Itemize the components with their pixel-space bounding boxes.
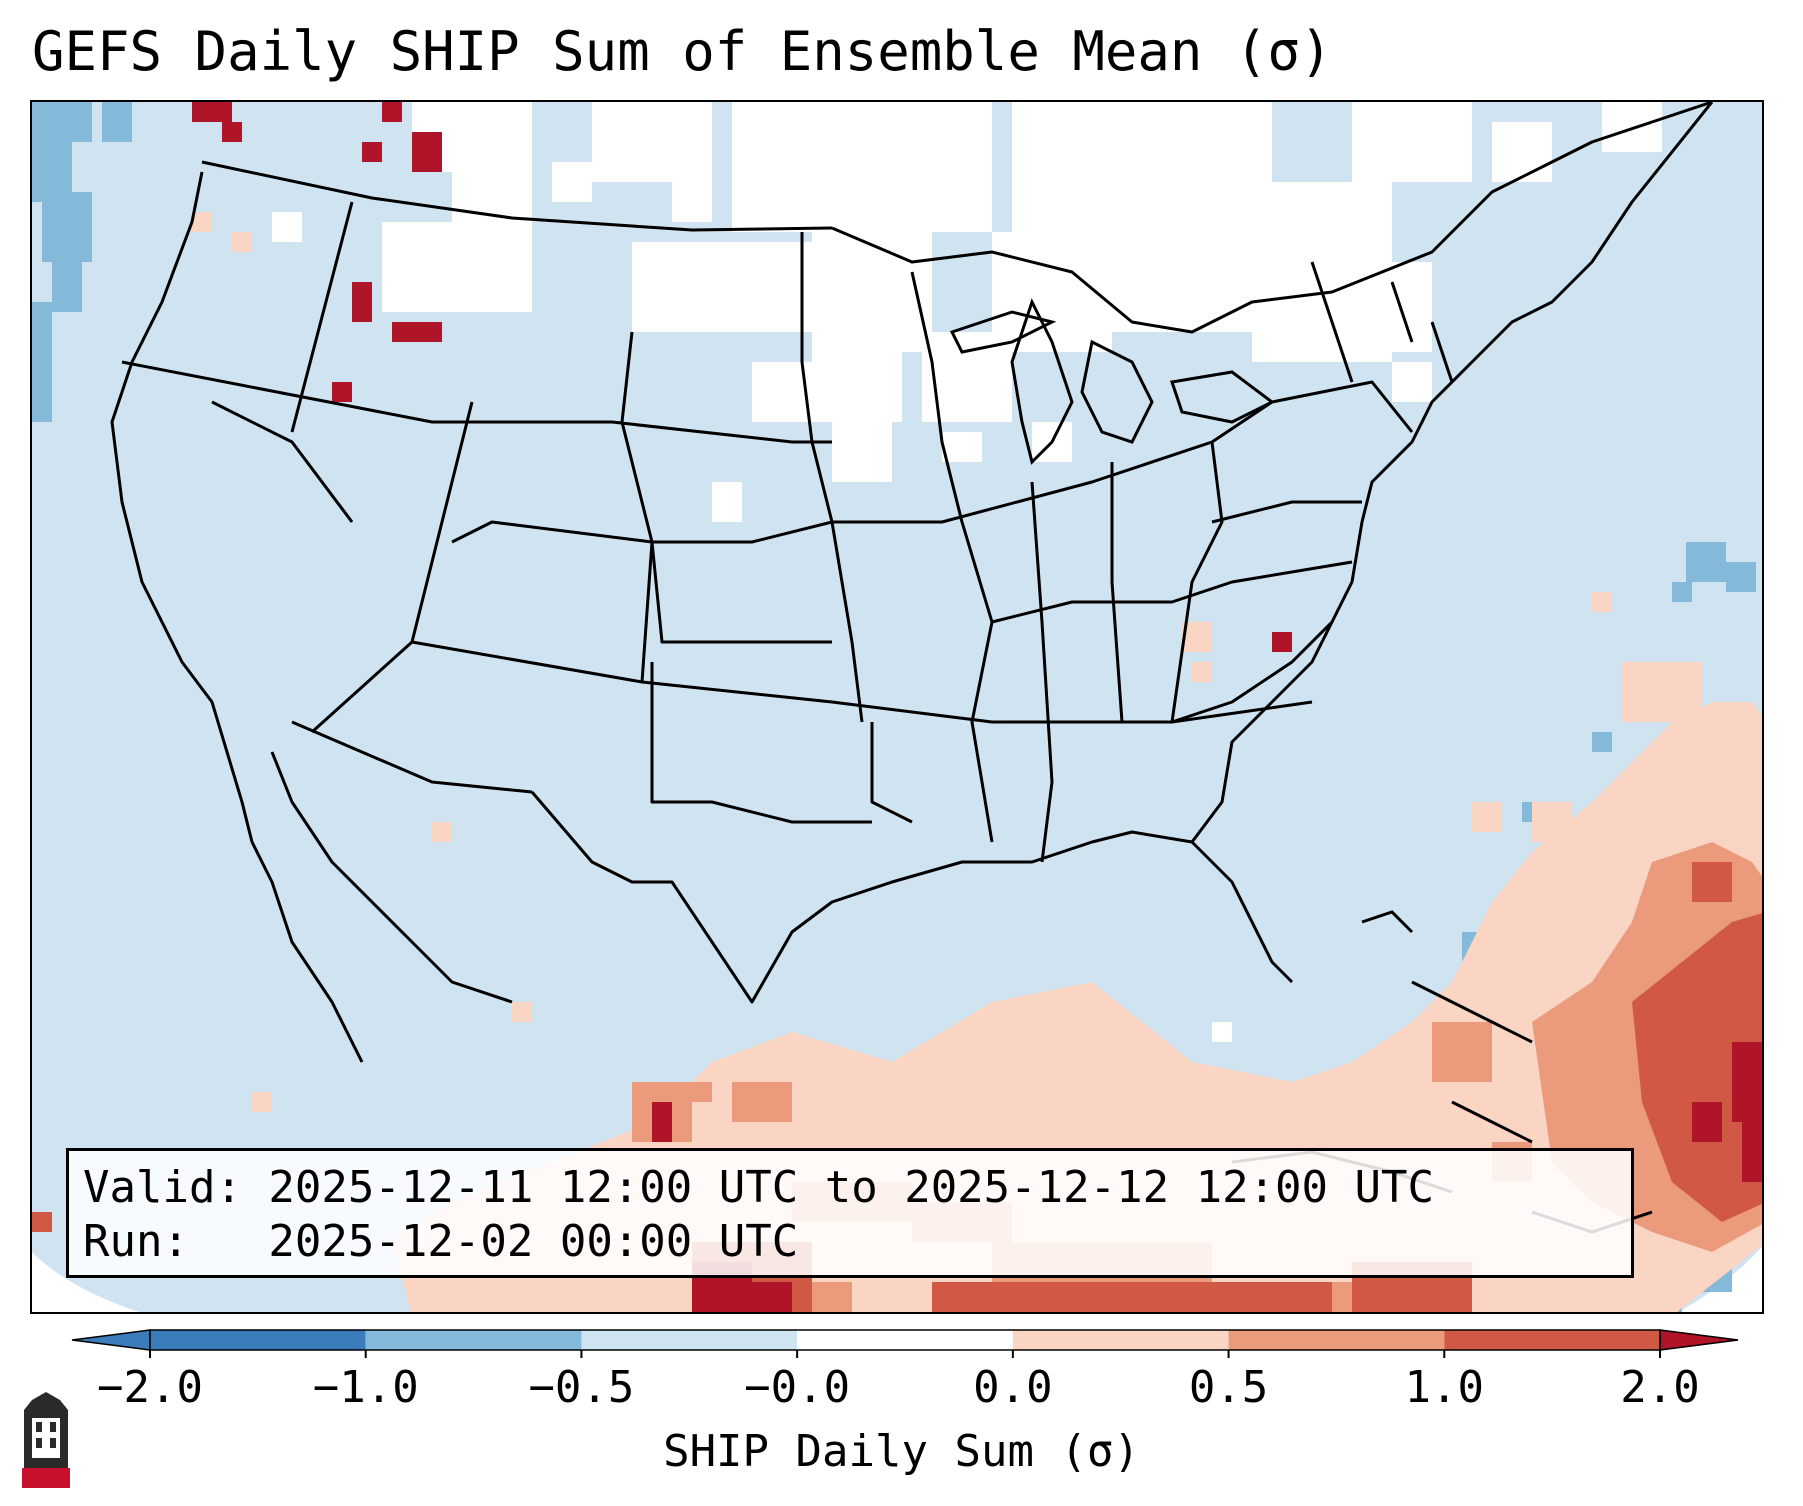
niu-logo-icon (22, 1392, 70, 1488)
colorbar-segment (797, 1330, 1013, 1350)
colorbar-tick-label: −0.5 (528, 1362, 635, 1413)
valid-time-text: Valid: 2025-12-11 12:00 UTC to 2025-12-1… (83, 1162, 1435, 1213)
map-canvas (32, 102, 1762, 1312)
colorbar (71, 1329, 1739, 1358)
colorbar-tick-label: 0.0 (973, 1362, 1053, 1413)
coastline-and-borders (110, 102, 1714, 1063)
colorbar-segments (71, 1329, 1739, 1351)
run-time-text: Run: 2025-12-02 00:00 UTC (83, 1216, 799, 1267)
colorbar-tick-label: 1.0 (1404, 1362, 1485, 1413)
map-title: GEFS Daily SHIP Sum of Ensemble Mean (σ) (32, 20, 1333, 83)
colorbar-segment (1228, 1330, 1445, 1350)
great-lakes (949, 298, 1275, 465)
anomaly-negative-patches (32, 102, 1756, 1312)
map-frame (30, 100, 1764, 1314)
valid-run-info-box: Valid: 2025-12-11 12:00 UTC to 2025-12-1… (66, 1148, 1634, 1278)
colorbar-tick-label: 2.0 (1620, 1362, 1700, 1413)
colorbar-label: SHIP Daily Sum (σ) (663, 1426, 1140, 1477)
colorbar-segment (581, 1330, 798, 1350)
colorbar-ticks (149, 1350, 1661, 1358)
colorbar-tick-label: −1.0 (312, 1362, 419, 1413)
colorbar-border (149, 1329, 1661, 1351)
colorbar-segment (150, 1330, 366, 1350)
colorbar-tick-label: 0.5 (1188, 1362, 1269, 1413)
colorbar-extend-high (1659, 1329, 1739, 1351)
colorbar-segment (365, 1330, 582, 1350)
colorbar-extend-low (71, 1329, 151, 1351)
off-map-area (32, 1252, 140, 1312)
colorbar-segment (1444, 1330, 1660, 1350)
colorbar-segment (1012, 1330, 1229, 1350)
off-map-area (1678, 1246, 1762, 1312)
near-zero-patches (272, 102, 1662, 1042)
colorbar-tick-label: −0.0 (744, 1362, 851, 1413)
colorbar-tick-label: −2.0 (97, 1362, 203, 1413)
